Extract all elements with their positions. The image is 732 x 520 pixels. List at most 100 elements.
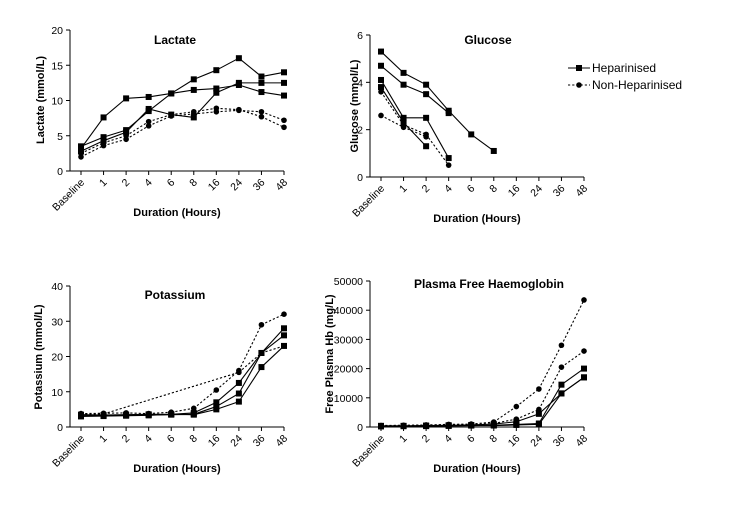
data-point-circle	[581, 348, 587, 354]
series-line-segment	[261, 345, 285, 368]
data-point-circle	[145, 123, 152, 129]
data-point-square	[213, 67, 220, 74]
data-point-square	[558, 381, 565, 388]
series-line-segment	[103, 97, 127, 118]
data-point-square	[145, 105, 152, 112]
series-line-segment	[470, 133, 495, 152]
data-point-square	[535, 420, 542, 427]
series-line-segment	[425, 117, 450, 159]
x-tick-label: 2	[120, 177, 133, 190]
data-point-circle	[145, 118, 152, 125]
data-point-circle	[400, 124, 407, 131]
data-point-circle	[100, 411, 107, 417]
data-point-square	[445, 155, 452, 162]
y-tick-label: 6	[357, 30, 363, 42]
data-point-circle	[236, 107, 242, 114]
data-point-square	[378, 84, 384, 91]
y-tick-label: 15	[51, 60, 63, 72]
x-axis-label: Duration (Hours)	[433, 463, 521, 475]
data-point-square	[281, 69, 287, 76]
data-point-square	[581, 365, 587, 372]
y-tick-label: 4	[357, 77, 363, 89]
data-point-circle	[258, 321, 265, 328]
data-point-square	[235, 55, 242, 62]
x-axis-label: Duration (Hours)	[133, 207, 221, 219]
x-tick-label: 1	[97, 433, 110, 446]
y-tick-label: 5	[57, 131, 63, 143]
series-line-segment	[561, 368, 585, 386]
series-line-segment	[403, 122, 427, 147]
data-point-square	[468, 131, 475, 138]
series-line-segment	[561, 350, 585, 368]
data-point-square	[100, 134, 107, 141]
data-point-circle	[281, 124, 287, 131]
data-point-square	[535, 410, 542, 417]
data-point-circle	[190, 111, 197, 117]
series-line-segment	[148, 411, 172, 415]
data-point-square	[378, 48, 384, 55]
data-point-square	[100, 114, 107, 121]
series-line-segment	[238, 324, 262, 371]
x-tick-label: Baseline	[350, 433, 387, 470]
series-line-segment	[193, 69, 217, 80]
data-point-circle	[123, 410, 129, 416]
chart-title: Glucose	[464, 33, 512, 47]
data-point-square	[445, 110, 452, 117]
x-tick-label: 6	[465, 183, 478, 196]
data-point-square	[213, 403, 220, 410]
data-point-circle	[378, 89, 384, 95]
data-point-circle	[78, 411, 84, 418]
series-line-segment	[215, 382, 240, 403]
series-line-segment	[261, 334, 285, 354]
data-point-square	[423, 81, 430, 88]
series-line-segment	[193, 87, 217, 91]
data-point-circle	[468, 421, 475, 428]
y-tick-label: 40000	[334, 305, 363, 317]
series-line-segment	[148, 93, 172, 112]
x-tick-label: 48	[273, 433, 290, 450]
x-tick-label: 6	[165, 177, 178, 190]
series-line-segment	[425, 84, 450, 112]
series-line-segment	[471, 421, 494, 425]
data-point-square	[378, 62, 384, 69]
series-line-segment	[125, 108, 150, 133]
data-point-square	[78, 143, 84, 150]
series-line-segment	[80, 136, 104, 147]
data-point-square	[281, 92, 287, 99]
series-line-segment	[125, 125, 149, 140]
series-line-segment	[380, 79, 405, 119]
series-line-segment	[216, 107, 239, 111]
x-tick-label: 48	[273, 177, 290, 194]
data-point-square	[281, 332, 287, 339]
data-point-circle	[258, 350, 265, 356]
y-tick-label: 10	[51, 387, 63, 399]
x-tick-label: 6	[165, 433, 178, 446]
series-line-segment	[126, 412, 149, 415]
data-point-square	[190, 86, 197, 93]
x-tick-label: Baseline	[50, 177, 87, 214]
x-tick-label: 8	[187, 177, 200, 190]
data-point-square	[400, 114, 407, 121]
data-point-circle	[78, 154, 84, 160]
series-line-segment	[560, 299, 585, 346]
data-point-circle	[145, 410, 152, 417]
x-tick-label: 8	[187, 433, 200, 446]
series-line-segment	[193, 401, 217, 414]
data-point-circle	[281, 311, 287, 318]
data-point-circle	[558, 342, 565, 349]
series-line-segment	[238, 109, 262, 113]
x-tick-label: 4	[142, 433, 155, 446]
x-tick-label: 4	[442, 433, 455, 446]
data-point-square	[213, 89, 220, 96]
y-tick-label: 20	[51, 352, 63, 364]
y-tick-label: 0	[357, 172, 363, 184]
data-point-circle	[213, 108, 220, 115]
series-line-segment	[193, 111, 217, 115]
series-line-segment	[193, 408, 217, 416]
y-axis-label: Lactate (mmol/L)	[35, 56, 47, 144]
x-tick-label: 16	[206, 433, 223, 450]
data-point-square	[581, 374, 587, 381]
series-line-segment	[148, 413, 172, 416]
x-tick-label: 48	[573, 183, 590, 200]
